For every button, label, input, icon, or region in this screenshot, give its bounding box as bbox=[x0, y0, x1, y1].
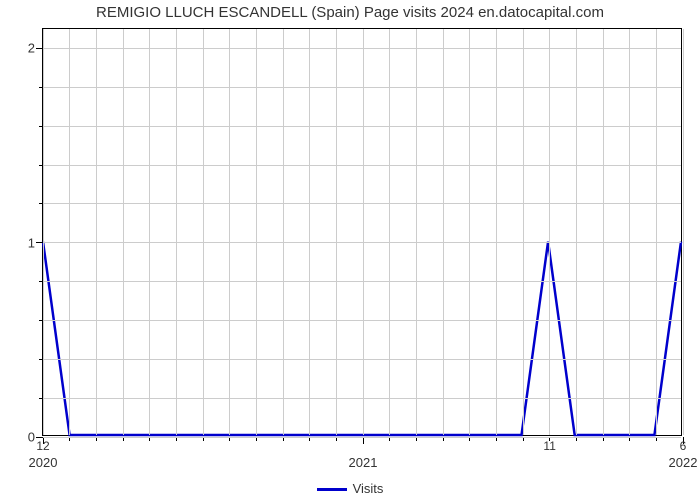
gridline-h-minor bbox=[43, 281, 681, 282]
chart-title: REMIGIO LLUCH ESCANDELL (Spain) Page vis… bbox=[0, 4, 700, 21]
gridline-v-minor bbox=[576, 29, 577, 435]
y-axis-minor-tick bbox=[39, 281, 43, 282]
x-axis-minor-tick bbox=[576, 437, 577, 441]
x-axis-minor-tick bbox=[336, 437, 337, 441]
gridline-v-minor bbox=[229, 29, 230, 435]
x-axis-minor-tick bbox=[523, 437, 524, 441]
gridline-v-minor bbox=[629, 29, 630, 435]
gridline-h-minor bbox=[43, 165, 681, 166]
y-axis-minor-tick bbox=[39, 165, 43, 166]
chart-container: REMIGIO LLUCH ESCANDELL (Spain) Page vis… bbox=[0, 0, 700, 500]
y-axis-minor-tick bbox=[39, 126, 43, 127]
gridline-h bbox=[43, 437, 681, 438]
x-axis-minor-tick bbox=[69, 437, 70, 441]
gridline-v-minor bbox=[416, 29, 417, 435]
gridline-h-minor bbox=[43, 126, 681, 127]
x-axis-minor-tick bbox=[96, 437, 97, 441]
gridline-v-minor bbox=[123, 29, 124, 435]
gridline-h-minor bbox=[43, 87, 681, 88]
x-axis-minor-tick bbox=[309, 437, 310, 441]
gridline-v-minor bbox=[603, 29, 604, 435]
x-axis-minor-tick bbox=[256, 437, 257, 441]
gridline-v-minor bbox=[69, 29, 70, 435]
gridline-h-minor bbox=[43, 203, 681, 204]
gridline-v-minor bbox=[149, 29, 150, 435]
value-label: 11 bbox=[543, 435, 555, 453]
y-axis-tick bbox=[36, 48, 43, 49]
value-label: 6 bbox=[680, 435, 687, 453]
gridline-v bbox=[363, 29, 364, 435]
x-axis-minor-tick bbox=[176, 437, 177, 441]
y-axis-minor-tick bbox=[39, 398, 43, 399]
x-axis-minor-tick bbox=[603, 437, 604, 441]
gridline-v-minor bbox=[389, 29, 390, 435]
y-axis-minor-tick bbox=[39, 359, 43, 360]
gridline-v-minor bbox=[469, 29, 470, 435]
gridline-h-minor bbox=[43, 398, 681, 399]
gridline-v bbox=[683, 29, 684, 435]
legend-swatch bbox=[317, 488, 347, 491]
gridline-v-minor bbox=[256, 29, 257, 435]
y-axis-tick bbox=[36, 242, 43, 243]
y-axis-minor-tick bbox=[39, 87, 43, 88]
legend: Visits bbox=[0, 481, 700, 496]
x-axis-minor-tick bbox=[123, 437, 124, 441]
gridline-v-minor bbox=[549, 29, 550, 435]
gridline-h-minor bbox=[43, 359, 681, 360]
gridline-v-minor bbox=[203, 29, 204, 435]
x-axis-minor-tick bbox=[629, 437, 630, 441]
y-axis-minor-tick bbox=[39, 203, 43, 204]
gridline-v-minor bbox=[496, 29, 497, 435]
gridline-v-minor bbox=[96, 29, 97, 435]
x-axis-minor-tick bbox=[229, 437, 230, 441]
plot-area: 20202021202201212116 bbox=[42, 28, 682, 436]
value-label: 12 bbox=[36, 435, 49, 453]
x-axis-minor-tick bbox=[149, 437, 150, 441]
gridline-v-minor bbox=[283, 29, 284, 435]
x-axis-minor-tick bbox=[469, 437, 470, 441]
gridline-v-minor bbox=[309, 29, 310, 435]
gridline-h bbox=[43, 242, 681, 243]
x-axis-minor-tick bbox=[389, 437, 390, 441]
x-axis-minor-tick bbox=[443, 437, 444, 441]
y-axis-minor-tick bbox=[39, 320, 43, 321]
gridline-v-minor bbox=[176, 29, 177, 435]
x-axis-minor-tick bbox=[416, 437, 417, 441]
gridline-v bbox=[43, 29, 44, 435]
gridline-h-minor bbox=[43, 320, 681, 321]
x-axis-minor-tick bbox=[203, 437, 204, 441]
legend-label: Visits bbox=[353, 481, 384, 496]
x-axis-minor-tick bbox=[283, 437, 284, 441]
x-axis-tick bbox=[363, 437, 364, 444]
gridline-v-minor bbox=[443, 29, 444, 435]
gridline-v-minor bbox=[656, 29, 657, 435]
gridline-v-minor bbox=[336, 29, 337, 435]
gridline-h bbox=[43, 48, 681, 49]
gridline-v-minor bbox=[523, 29, 524, 435]
x-axis-minor-tick bbox=[496, 437, 497, 441]
x-axis-minor-tick bbox=[656, 437, 657, 441]
